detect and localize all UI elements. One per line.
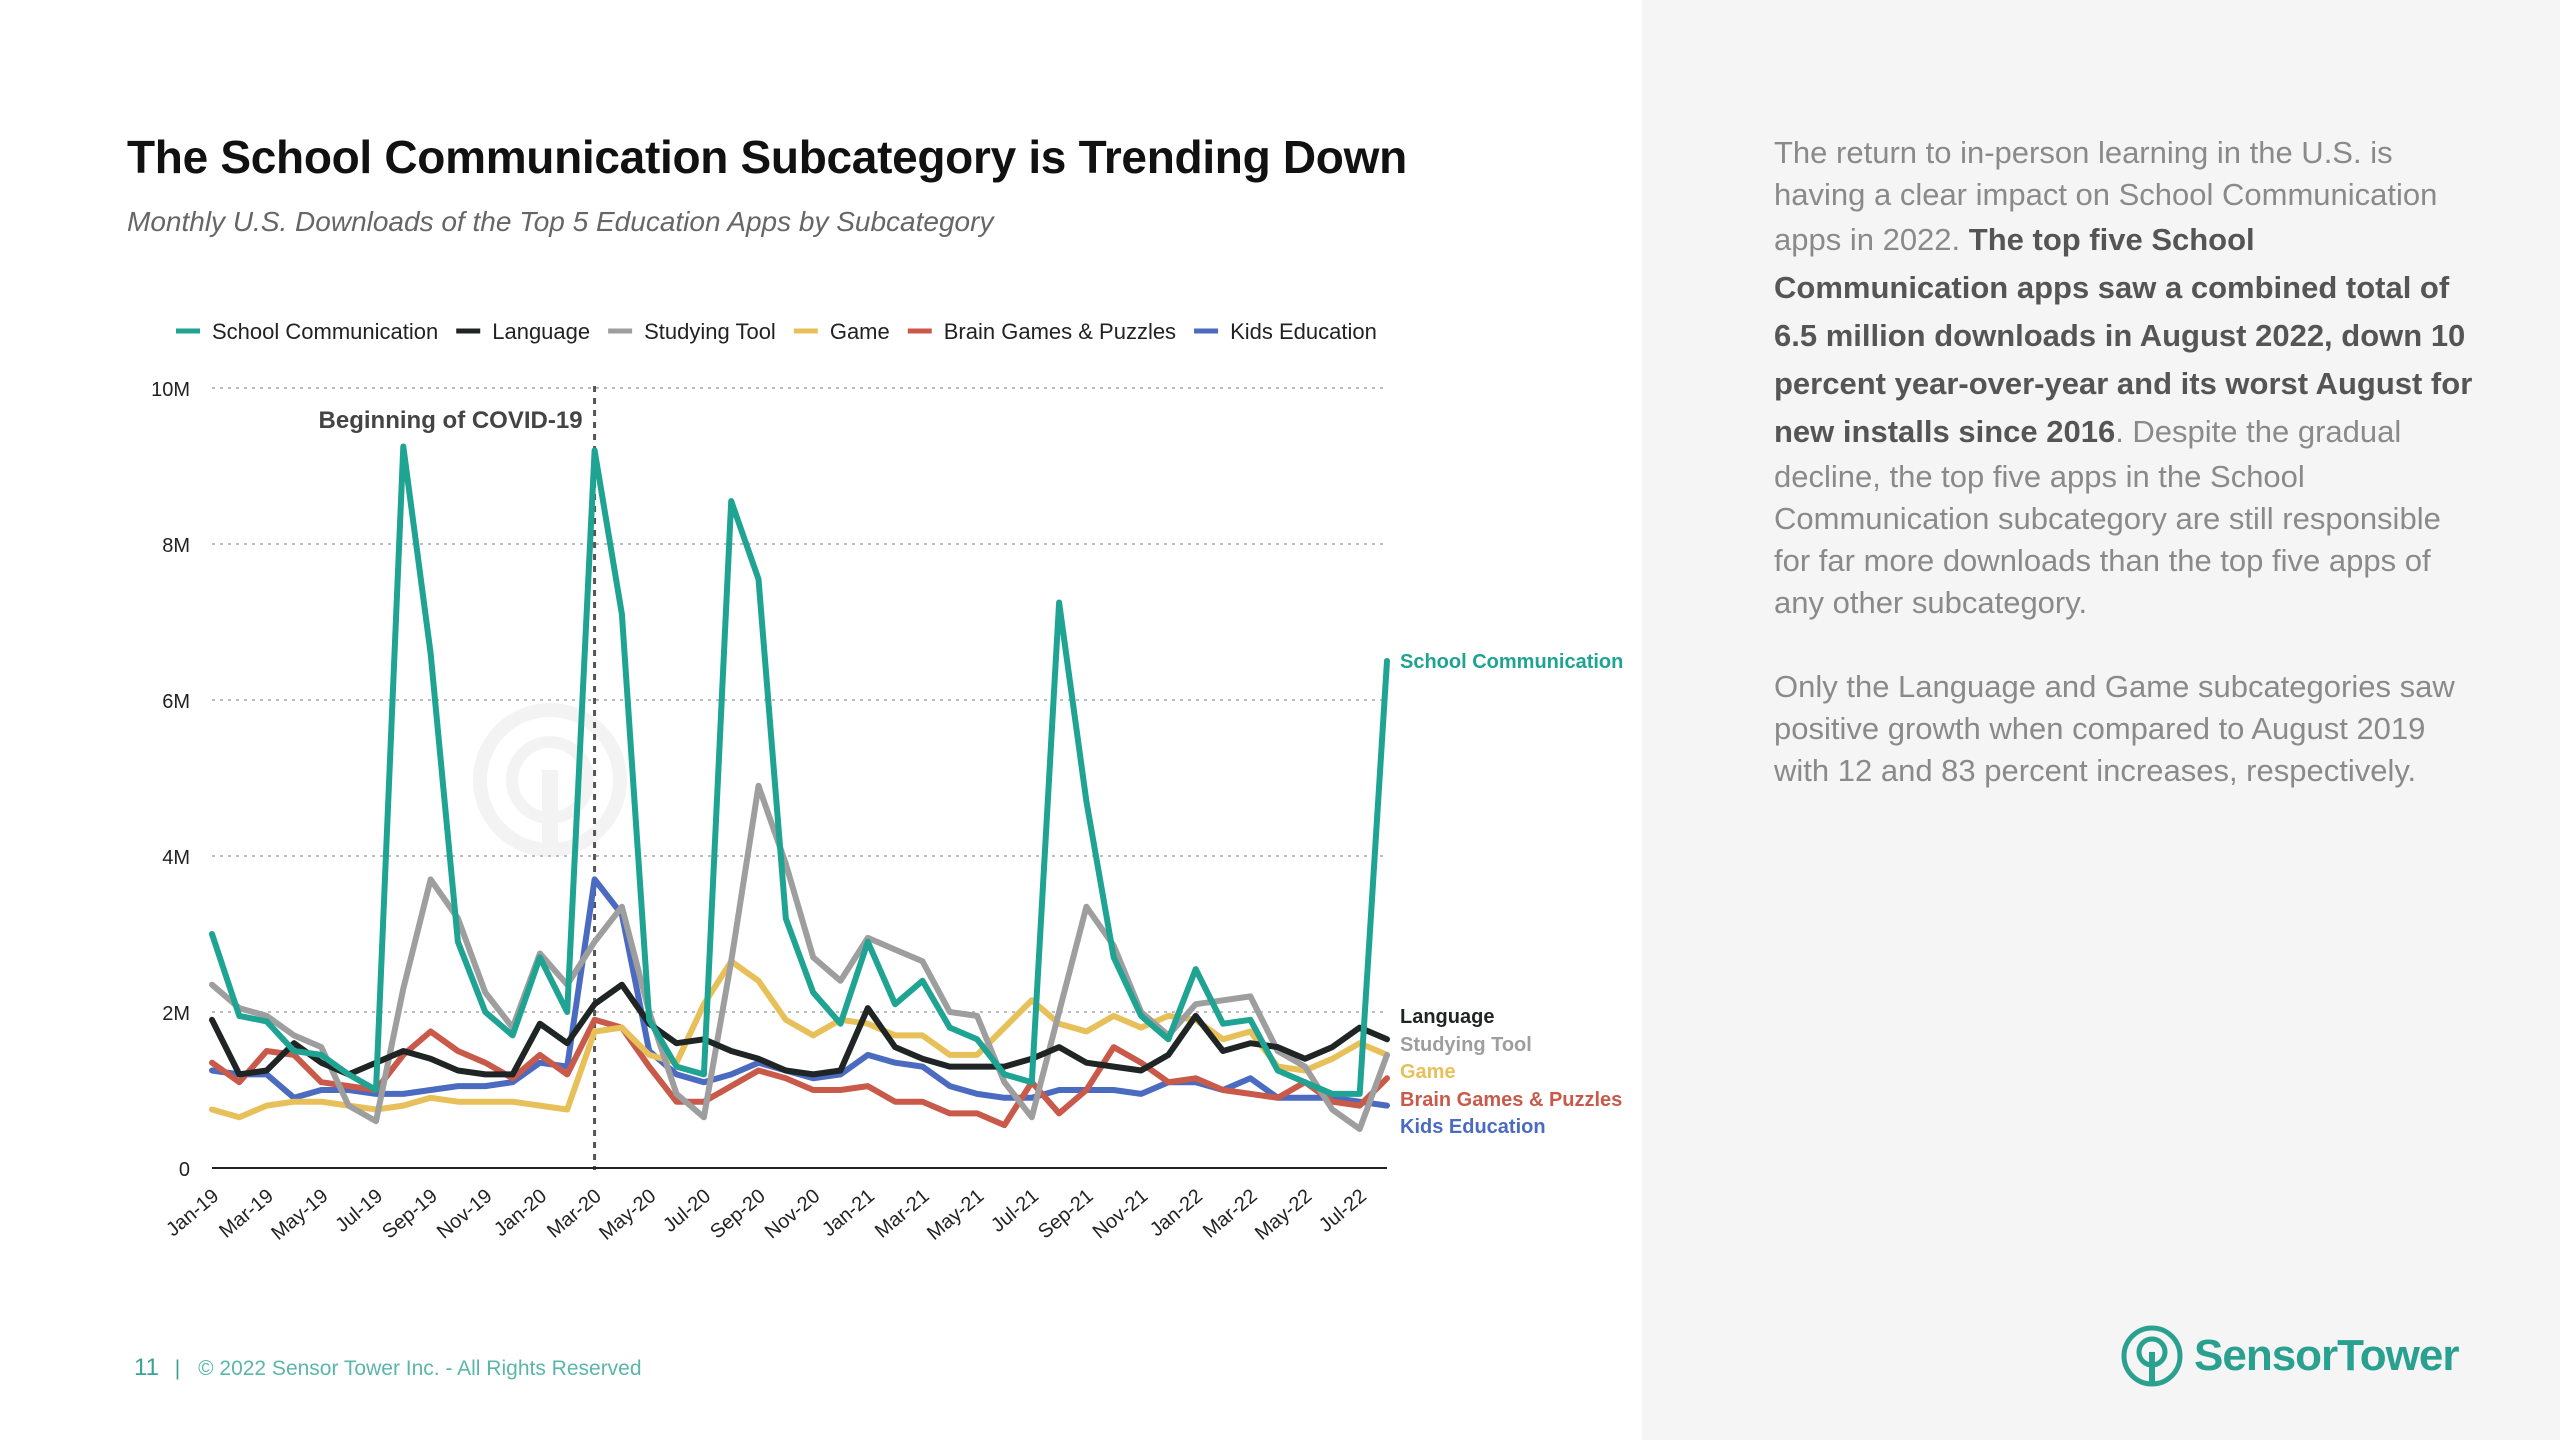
x-tick-label: Mar-20 xyxy=(543,1185,606,1243)
legend-label: Kids Education xyxy=(1230,319,1377,344)
chart-series-lines xyxy=(209,443,1390,1132)
x-tick-label: Sep-21 xyxy=(1034,1185,1098,1243)
sensor-tower-logo: SensorTower xyxy=(2120,1320,2459,1392)
line-chart: School Communication Language Studying Too… xyxy=(0,290,1642,1290)
x-tick-label: May-22 xyxy=(1251,1185,1316,1245)
series-line-teal xyxy=(209,443,1390,1097)
page-title: The School Communication Subcategory is … xyxy=(127,131,1407,183)
legend-label: Studying Tool xyxy=(644,319,776,344)
commentary-paragraph-1: The return to in-person learning in the … xyxy=(1774,132,2474,624)
y-tick-label: 0 xyxy=(179,1159,190,1181)
x-tick-label: Mar-19 xyxy=(215,1185,278,1243)
x-tick-label: Jan-20 xyxy=(490,1185,551,1241)
legend-label: Language xyxy=(492,319,590,344)
x-tick-label: May-21 xyxy=(923,1185,988,1245)
series-end-label: Studying Tool xyxy=(1400,1034,1532,1056)
page-subtitle: Monthly U.S. Downloads of the Top 5 Educ… xyxy=(127,206,994,237)
x-tick-label: May-19 xyxy=(267,1185,332,1245)
y-tick-label: 6M xyxy=(162,691,190,713)
series-end-label: Brain Games & Puzzles xyxy=(1400,1089,1622,1111)
commentary-highlight: The top five School Communication apps s… xyxy=(1774,222,2473,449)
commentary-paragraph-2: Only the Language and Game subcategories… xyxy=(1774,669,2455,788)
x-tick-label: Jan-22 xyxy=(1146,1185,1207,1241)
x-tick-label: Mar-22 xyxy=(1199,1185,1262,1243)
series-end-label: Kids Education xyxy=(1400,1116,1546,1138)
x-tick-label: May-20 xyxy=(595,1185,660,1245)
series-end-label: Game xyxy=(1400,1061,1456,1083)
y-tick-label: 10M xyxy=(151,379,190,401)
commentary-text-intro: The return to in-person learning in the … xyxy=(1774,135,2438,257)
chart-svg: School Communication Language Studying Too… xyxy=(151,319,1623,1245)
y-tick-label: 2M xyxy=(162,1003,190,1025)
x-tick-label: Sep-19 xyxy=(378,1185,442,1243)
covid-annotation-label: Beginning of COVID-19 xyxy=(319,407,583,434)
x-tick-label: Jan-19 xyxy=(162,1185,223,1241)
series-end-labels: School Communication Language Studying Too… xyxy=(1400,651,1623,1138)
legend-label: School Communication xyxy=(212,319,438,344)
x-tick-label: Nov-21 xyxy=(1089,1185,1153,1243)
y-axis-ticks: 0 2M 4M 6M 8M 10M xyxy=(151,379,190,1181)
series-end-label: Language xyxy=(1400,1006,1494,1028)
x-tick-label: Jan-21 xyxy=(818,1185,879,1241)
series-line-gray xyxy=(209,782,1390,1132)
series-line-black xyxy=(209,981,1390,1078)
footer-separator: | xyxy=(174,1357,181,1380)
x-tick-label: Nov-19 xyxy=(433,1185,497,1243)
right-panel xyxy=(1642,0,2560,1440)
x-tick-label: Jul-21 xyxy=(987,1185,1043,1237)
page-number: 11 xyxy=(134,1354,159,1381)
x-tick-label: Jul-19 xyxy=(331,1185,387,1237)
sensor-tower-logo-icon xyxy=(2121,1325,2183,1387)
x-tick-label: Jul-22 xyxy=(1315,1185,1371,1237)
x-tick-label: Jul-20 xyxy=(659,1185,715,1237)
watermark-logo xyxy=(470,700,1250,860)
y-tick-label: 8M xyxy=(162,535,190,557)
series-end-label: School Communication xyxy=(1400,651,1623,673)
x-tick-label: Sep-20 xyxy=(706,1185,770,1243)
x-axis-ticks: Jan-19Mar-19May-19Jul-19Sep-19Nov-19Jan-… xyxy=(162,1185,1371,1245)
legend-label: Brain Games & Puzzles xyxy=(944,319,1176,344)
commentary-text-rest: . Despite the gradual decline, the top f… xyxy=(1774,414,2441,620)
x-tick-label: Nov-20 xyxy=(761,1185,825,1243)
commentary: The return to in-person learning in the … xyxy=(1774,132,2474,792)
chart-legend: School Communication Language Studying Too… xyxy=(176,319,1377,344)
logo-text: SensorTower xyxy=(2194,1331,2459,1380)
y-tick-label: 4M xyxy=(162,847,190,869)
footer: 11 | © 2022 Sensor Tower Inc. - All Righ… xyxy=(134,1354,642,1382)
x-tick-label: Mar-21 xyxy=(871,1185,934,1243)
copyright-text: © 2022 Sensor Tower Inc. - All Rights Re… xyxy=(198,1357,642,1380)
legend-label: Game xyxy=(830,319,890,344)
